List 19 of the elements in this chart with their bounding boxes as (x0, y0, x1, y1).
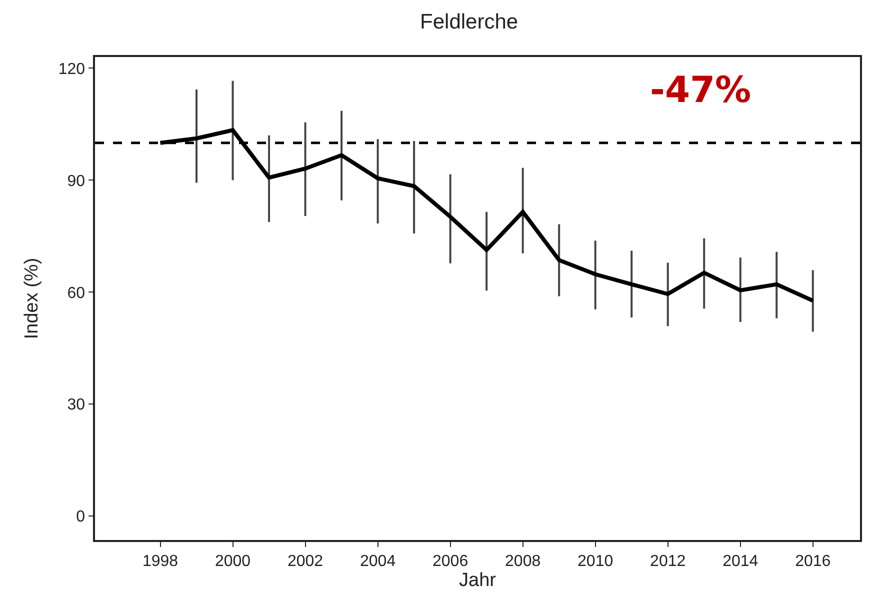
y-tick-label: 60 (67, 284, 86, 302)
x-tick-label: 2010 (578, 552, 614, 570)
x-tick-label: 2016 (795, 552, 831, 570)
x-axis-title: Jahr (459, 570, 497, 591)
y-tick-label: 120 (58, 60, 86, 78)
x-tick-label: 2000 (214, 552, 251, 570)
x-tick-label: 2012 (650, 552, 686, 570)
y-axis-title: Index (%) (22, 258, 43, 340)
x-tick-label: 2002 (287, 552, 324, 570)
y-tick-label: 90 (67, 172, 86, 190)
annotation: -47% (650, 70, 752, 111)
y-tick-label: 30 (67, 396, 86, 414)
y-tick-label: 0 (76, 508, 86, 526)
chart-title: Feldlerche (420, 10, 518, 34)
x-tick-label: 2004 (360, 552, 396, 570)
x-tick-label: 2006 (432, 552, 468, 570)
x-tick-label: 2008 (505, 552, 541, 570)
x-tick-label: 2014 (722, 552, 758, 570)
x-tick-label: 1998 (142, 552, 178, 570)
